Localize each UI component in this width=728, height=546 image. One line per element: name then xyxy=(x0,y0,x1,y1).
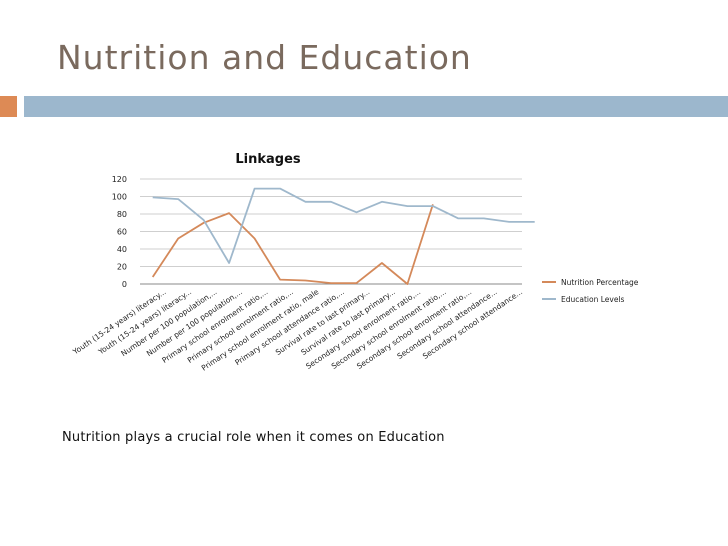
slide-title: Nutrition and Education xyxy=(57,38,472,77)
series-lines xyxy=(151,187,535,285)
y-tick-label: 120 xyxy=(112,175,127,184)
chart-legend: Nutrition Percentage Education Levels xyxy=(542,278,639,304)
legend-label: Education Levels xyxy=(561,295,625,304)
y-tick-label: 0 xyxy=(122,280,127,289)
y-tick-label: 60 xyxy=(117,228,127,237)
series-line-1 xyxy=(152,187,535,264)
y-tick-label: 20 xyxy=(117,263,127,272)
series-line-0 xyxy=(151,204,434,285)
accent-bar-blue xyxy=(24,96,728,117)
y-tick-label: 100 xyxy=(112,193,127,202)
chart-grid xyxy=(140,178,522,285)
y-tick-label: 40 xyxy=(117,245,127,254)
accent-bar-orange xyxy=(0,96,17,117)
chart-title: Linkages xyxy=(235,152,301,167)
x-axis-ticks: Youth (15-24 years) literacy...Youth (15… xyxy=(70,287,524,373)
legend-label: Nutrition Percentage xyxy=(561,278,639,287)
slide-caption: Nutrition plays a crucial role when it c… xyxy=(62,430,445,445)
y-axis-ticks: 0 20 40 60 80 100 120 xyxy=(112,175,127,289)
y-tick-label: 80 xyxy=(117,210,127,219)
